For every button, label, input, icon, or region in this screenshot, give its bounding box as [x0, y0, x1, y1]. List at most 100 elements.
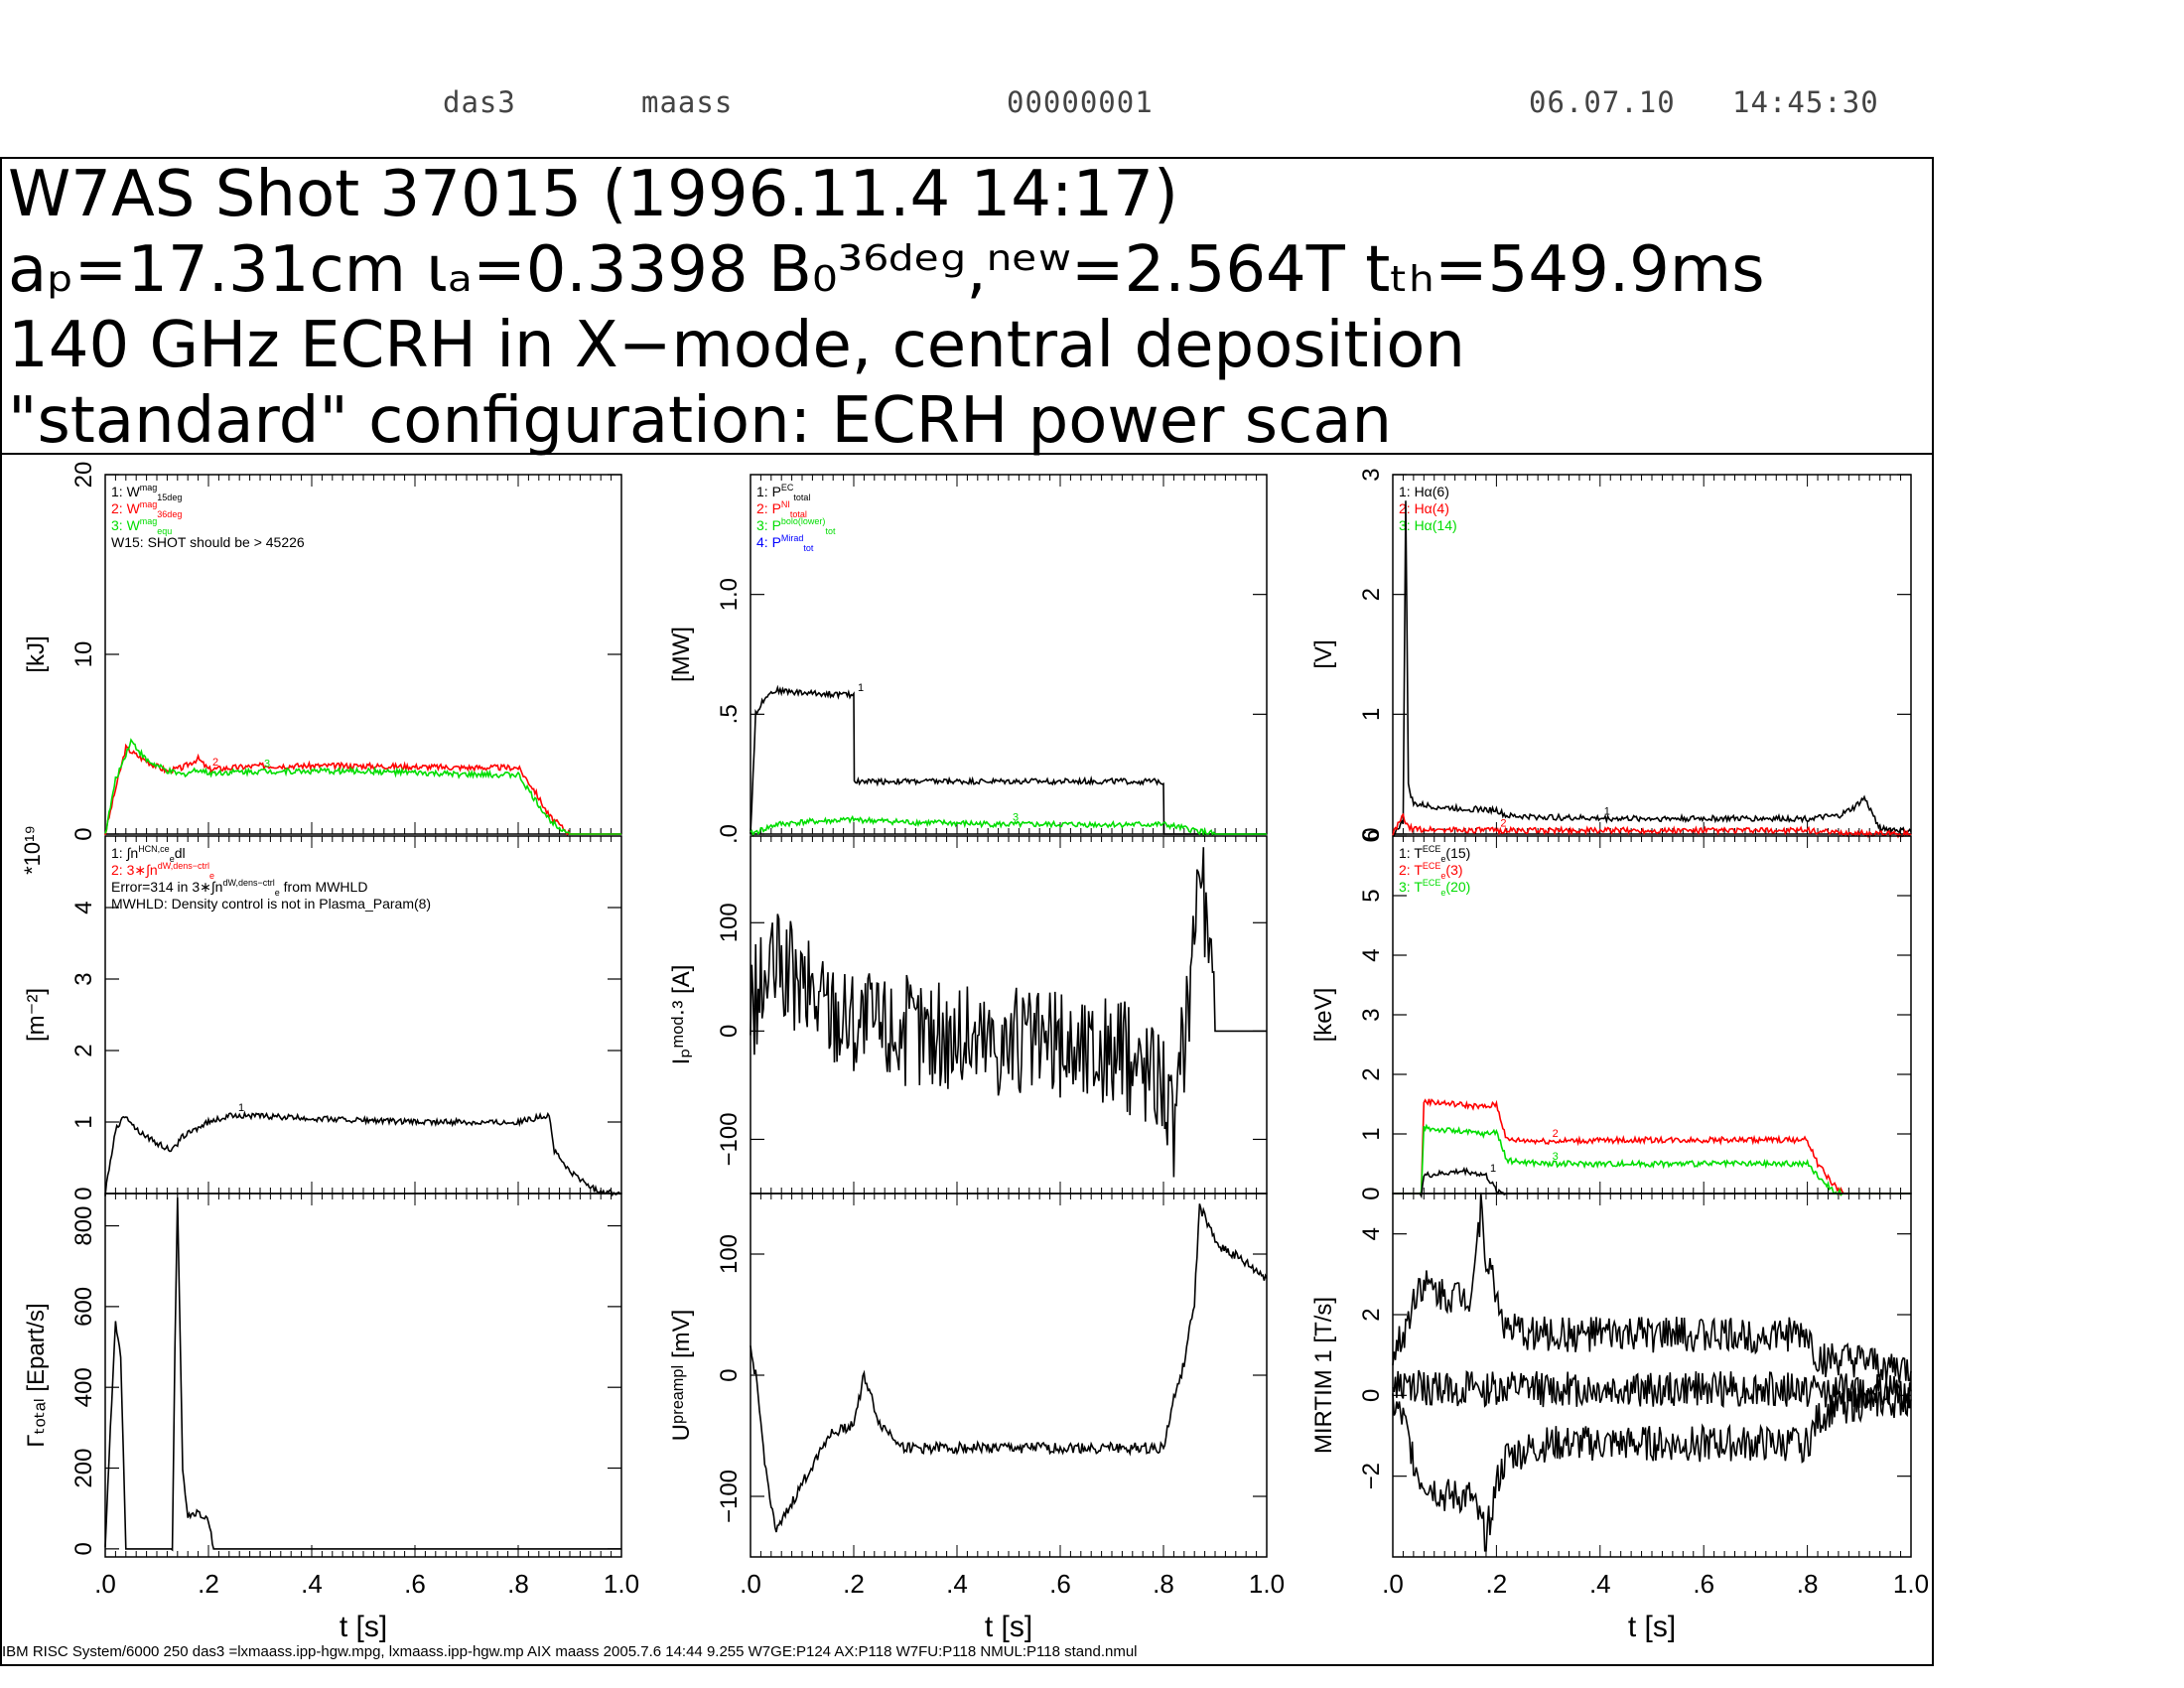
x-axis: .0 .2 .4 .6 .8 1.0 t [s] — [740, 1569, 1285, 1643]
series-label: 1 — [1490, 1163, 1496, 1175]
header-time: 14:45:30 — [1732, 85, 1879, 119]
series-label: 2 — [1500, 817, 1506, 829]
y-tick-label: 100 — [716, 1234, 743, 1274]
y-tick-label: 2 — [1358, 588, 1385, 601]
plot-frame — [104, 1193, 622, 1558]
x-tick-label: .6 — [1693, 1569, 1714, 1599]
y-tick-label: 6 — [1358, 829, 1385, 842]
series-line — [1392, 812, 1912, 839]
y-tick-label: 0 — [1358, 1187, 1385, 1199]
y-tick-label: −2 — [1358, 1463, 1385, 1489]
y-tick-label: 1 — [1358, 1127, 1385, 1140]
y-tick-label: 3 — [70, 972, 97, 985]
legend-entry: 1: PECtotal — [756, 483, 810, 502]
series-line — [104, 738, 621, 835]
legend-entry: W15: SHOT should be > 45226 — [111, 534, 305, 550]
y-axis-label: [MW] — [668, 627, 695, 682]
x-tick-label: .4 — [301, 1569, 323, 1599]
series-line — [750, 1203, 1268, 1533]
y-axis-label: [keV] — [1310, 988, 1337, 1043]
y-tick-label: 100 — [716, 903, 743, 942]
series-line — [750, 814, 1267, 838]
y-axis-label: Iₚᵐᵒᵈ·³ [A] — [668, 965, 695, 1065]
y-tick-label: 20 — [70, 462, 97, 489]
x-tick-label: 1.0 — [604, 1569, 639, 1599]
series-group — [1392, 1192, 1912, 1552]
header-date: 06.07.10 — [1529, 85, 1676, 119]
y-tick-label: 4 — [1358, 1227, 1385, 1240]
title-line-heating: 140 GHz ECRH in X−mode, central depositi… — [8, 309, 1465, 382]
x-minor-ticks — [750, 1194, 1268, 1557]
x-tick-label: .2 — [843, 1569, 865, 1599]
x-minor-ticks — [104, 475, 622, 834]
legend-entry: 1: Wmag15deg — [111, 483, 182, 502]
legend-entry: 2: PNItotal — [756, 499, 807, 519]
y-tick-label: 800 — [70, 1206, 97, 1246]
y-tick-label: −100 — [716, 1470, 743, 1523]
legend-entry: Error=314 in 3∗∫ndW,dens−ctrle from MWHL… — [111, 878, 367, 898]
legend-entry: 2: Hα(4) — [1399, 500, 1449, 516]
series-label: 2 — [212, 757, 218, 769]
x-tick-label: .8 — [1153, 1569, 1174, 1599]
y-axis: −100 0 100 — [716, 1234, 1267, 1523]
y-tick-label: 0 — [70, 827, 97, 840]
series-label: 1 — [238, 1102, 244, 1114]
series-line — [104, 1110, 622, 1197]
legend-entry: 2: TECEe(3) — [1399, 861, 1463, 881]
y-tick-label: 1 — [1358, 708, 1385, 721]
series-line — [1392, 1382, 1912, 1552]
series-group — [750, 1203, 1268, 1533]
legend-entry: 4: PMiradtot — [756, 533, 814, 553]
series-line — [1392, 1369, 1912, 1411]
series-line — [750, 684, 1267, 835]
y-axis-label: MIRTIM 1 [T/s] — [1310, 1297, 1337, 1454]
series-label: 1 — [1604, 805, 1610, 817]
chart-upreampl: −100 0 100 Uᵖʳᵉᵃᵐᵖˡ [mV] .0 .2 .4 .6 .8 1.0 t [s] — [668, 1193, 1285, 1643]
header-number: 00000001 — [1007, 85, 1154, 119]
y-tick-label: 0 — [70, 1187, 97, 1199]
y-tick-label: 2 — [1358, 1067, 1385, 1080]
series-group: 2 3 1 — [1393, 1098, 1911, 1199]
series-line — [104, 743, 621, 837]
x-tick-label: .4 — [946, 1569, 968, 1599]
y-axis-label: Γₜₒₜₐₗ [Epart/s] — [23, 1303, 50, 1447]
chart-mirtim: −2 0 2 4 MIRTIM 1 [T/s] .0 .2 .4 .6 .8 1.0 t [s] — [1310, 1192, 1929, 1643]
y-tick-label: −100 — [716, 1112, 743, 1166]
series-line — [1393, 1098, 1911, 1196]
y-axis: .0 .5 1.0 — [716, 578, 1267, 844]
title-line-config: "standard" configuration: ECRH power sca… — [8, 384, 1393, 458]
y-tick-label: 2 — [70, 1044, 97, 1056]
x-tick-label: .6 — [1049, 1569, 1071, 1599]
x-axis-label: t [s] — [985, 1611, 1032, 1643]
legend-entry: 1: TECEe(15) — [1399, 844, 1470, 864]
plot-frame — [104, 474, 622, 835]
x-tick-label: 1.0 — [1893, 1569, 1929, 1599]
y-axis: 0 200 400 600 800 — [70, 1206, 621, 1556]
series-line — [1392, 500, 1912, 837]
x-tick-label: .8 — [1797, 1569, 1819, 1599]
x-tick-label: .8 — [507, 1569, 529, 1599]
legend-entry: 1: Hα(6) — [1399, 484, 1449, 499]
series-group — [104, 1196, 621, 1552]
legend-entry: 3: Wmagequ — [111, 516, 172, 536]
y-tick-label: .5 — [716, 704, 743, 724]
series-group: 12 — [1392, 500, 1912, 839]
y-axis-label: [V] — [1310, 639, 1337, 668]
x-tick-label: .0 — [94, 1569, 116, 1599]
x-tick-label: .0 — [740, 1569, 761, 1599]
x-minor-ticks — [750, 475, 1268, 834]
series-group: 1 — [104, 1102, 622, 1197]
series-label: 2 — [1553, 1128, 1559, 1140]
x-tick-label: .0 — [1382, 1569, 1404, 1599]
y-tick-label: 200 — [70, 1449, 97, 1488]
series-line — [1392, 1192, 1912, 1383]
legend-entry: 3: Pbolo(lower)tot — [756, 516, 836, 536]
x-minor-ticks — [1392, 836, 1912, 1194]
header-user: maass — [641, 85, 734, 119]
